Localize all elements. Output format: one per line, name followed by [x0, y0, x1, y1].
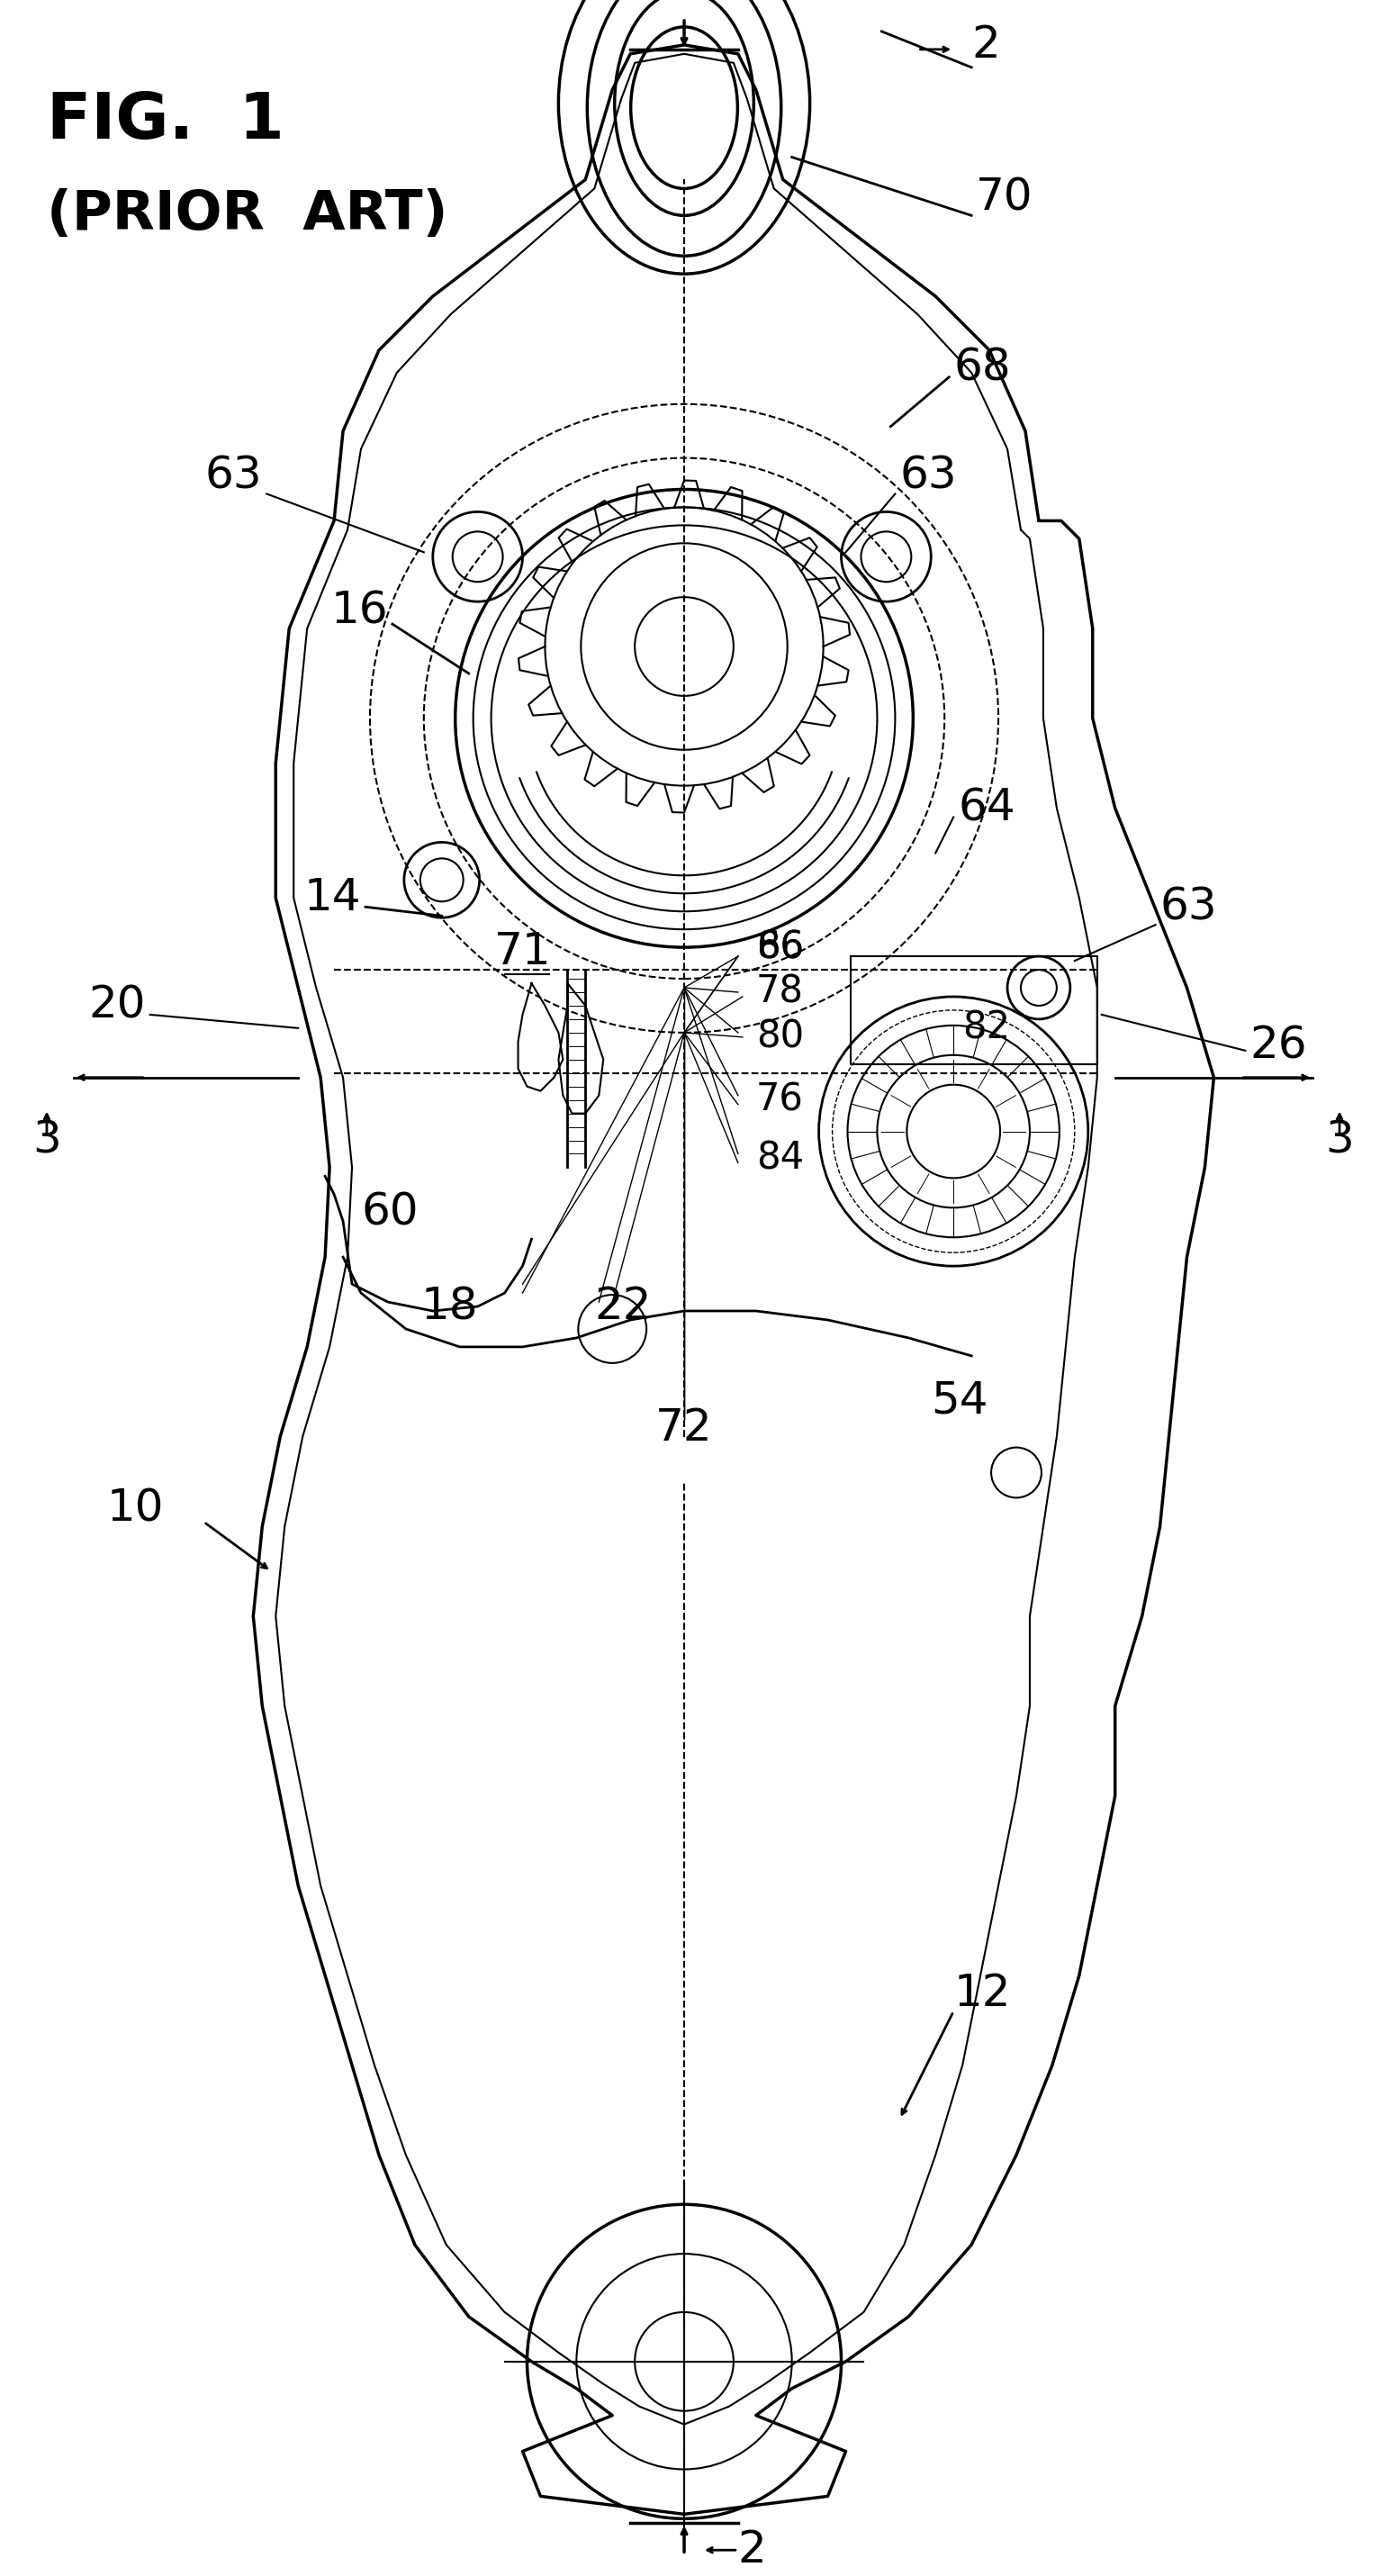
Text: 63: 63 [1161, 886, 1217, 927]
Text: 18: 18 [421, 1285, 477, 1329]
Text: 3: 3 [33, 1118, 61, 1162]
Text: 14: 14 [304, 876, 362, 920]
Text: (PRIOR  ART): (PRIOR ART) [47, 188, 449, 242]
Text: 66: 66 [756, 927, 803, 966]
Text: 2: 2 [738, 2530, 767, 2571]
Text: 16: 16 [331, 590, 388, 631]
Text: 10: 10 [106, 1486, 163, 1530]
Text: 76: 76 [756, 1082, 803, 1118]
Text: 71: 71 [494, 930, 551, 974]
Text: 22: 22 [595, 1285, 651, 1329]
Text: 70: 70 [976, 175, 1034, 219]
Text: 60: 60 [362, 1190, 418, 1234]
Text: 64: 64 [958, 786, 1016, 829]
Text: 63: 63 [206, 453, 262, 497]
Text: 12: 12 [954, 1971, 1010, 2014]
Text: 72: 72 [655, 1406, 713, 1450]
Text: 54: 54 [932, 1378, 988, 1422]
Text: 80: 80 [756, 1018, 803, 1056]
Text: 63: 63 [900, 453, 956, 497]
Text: 3: 3 [1325, 1118, 1354, 1162]
Text: 78: 78 [756, 974, 803, 1012]
Text: 84: 84 [756, 1139, 803, 1177]
Text: 26: 26 [1250, 1025, 1307, 1066]
Text: 82: 82 [962, 1010, 1010, 1046]
Text: 20: 20 [88, 984, 145, 1028]
Text: 2: 2 [972, 23, 1000, 67]
Text: 68: 68 [954, 348, 1010, 389]
Text: FIG.  1: FIG. 1 [47, 90, 284, 152]
Text: 86: 86 [756, 927, 803, 966]
